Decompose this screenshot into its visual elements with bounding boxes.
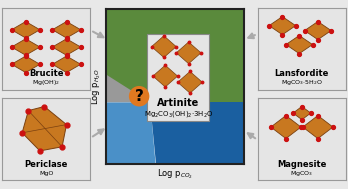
Polygon shape <box>52 22 81 38</box>
Text: Lansfordite: Lansfordite <box>275 69 329 78</box>
Polygon shape <box>177 71 202 93</box>
Polygon shape <box>293 107 311 120</box>
Text: MgO: MgO <box>39 171 53 176</box>
Text: MgCO$_3$·5H$_2$O: MgCO$_3$·5H$_2$O <box>281 78 323 87</box>
Polygon shape <box>150 102 244 164</box>
FancyBboxPatch shape <box>147 34 209 121</box>
Polygon shape <box>106 9 244 102</box>
Polygon shape <box>11 56 40 73</box>
Polygon shape <box>176 42 201 64</box>
Polygon shape <box>106 74 150 102</box>
Text: Magnesite: Magnesite <box>277 160 326 169</box>
Polygon shape <box>153 65 177 87</box>
Polygon shape <box>286 36 313 54</box>
Polygon shape <box>11 39 40 55</box>
Polygon shape <box>304 22 331 40</box>
Polygon shape <box>106 102 156 164</box>
Polygon shape <box>303 115 333 139</box>
Polygon shape <box>52 39 81 55</box>
Text: Brucite: Brucite <box>29 69 63 78</box>
Text: Artinite: Artinite <box>157 98 199 108</box>
Polygon shape <box>151 36 176 57</box>
Y-axis label: Log p$_{H_2O}$: Log p$_{H_2O}$ <box>90 69 103 105</box>
Text: Mg$_2$CO$_3$(OH)$_2$·3H$_2$O: Mg$_2$CO$_3$(OH)$_2$·3H$_2$O <box>144 109 213 119</box>
Polygon shape <box>52 56 81 73</box>
Polygon shape <box>22 107 66 151</box>
Text: Periclase: Periclase <box>24 160 68 169</box>
Text: MgCO$_3$: MgCO$_3$ <box>290 169 314 178</box>
Polygon shape <box>271 115 301 139</box>
Text: Mg(OH)$_2$: Mg(OH)$_2$ <box>32 78 60 87</box>
Polygon shape <box>11 22 40 38</box>
X-axis label: Log p$_{CO_2}$: Log p$_{CO_2}$ <box>157 167 193 181</box>
Polygon shape <box>269 17 296 35</box>
Text: ?: ? <box>135 89 144 104</box>
